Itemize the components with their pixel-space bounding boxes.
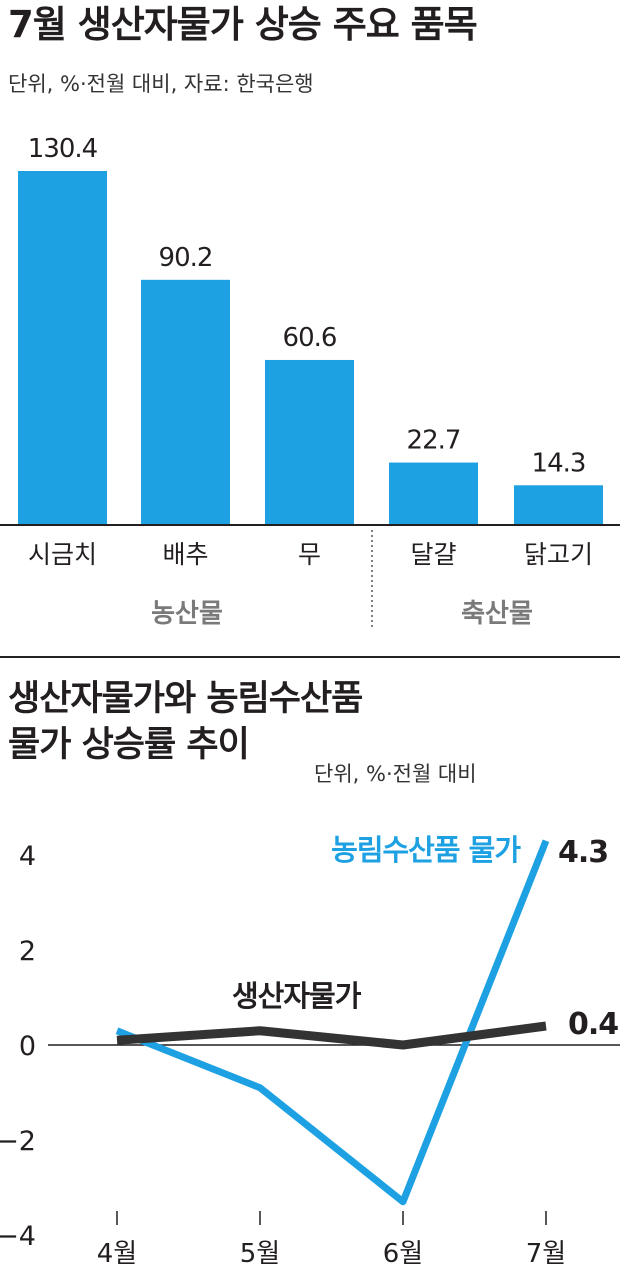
y-tick-label: 0 — [19, 1031, 36, 1062]
bar-chart-title: 7월 생산자물가 상승 주요 품목 — [8, 3, 478, 46]
line-chart-title-line2: 물가 상승률 추이 — [8, 725, 250, 765]
y-tick-label: 2 — [19, 936, 36, 967]
section-divider — [0, 656, 620, 658]
line-chart-title: 생산자물가와 농림수산품 물가 상승률 추이 — [8, 676, 363, 768]
bar-value-label: 22.7 — [407, 426, 461, 456]
end-value-label: 0.4 — [568, 1007, 618, 1042]
ppi-line — [116, 1021, 547, 1050]
bar — [389, 462, 478, 524]
group-label: 농산물 — [151, 599, 223, 629]
y-tick-label: −4 — [0, 1221, 36, 1252]
bar — [141, 279, 230, 524]
y-tick-label: 4 — [19, 841, 36, 872]
line-chart-title-line1: 생산자물가와 농림수산품 — [8, 679, 363, 719]
series-label: 농림수산품 물가 — [331, 833, 521, 867]
category-label: 배추 — [162, 540, 208, 569]
bar — [265, 359, 354, 524]
end-value-label: 4.3 — [558, 835, 608, 870]
category-label: 닭고기 — [524, 540, 593, 569]
category-label: 시금치 — [28, 540, 97, 569]
bar-value-label: 90.2 — [159, 243, 213, 273]
y-tick-label: −2 — [0, 1126, 36, 1157]
category-label: 달걀 — [410, 540, 456, 569]
x-tick-label: 4월 — [97, 1239, 137, 1269]
bar — [514, 485, 603, 524]
x-tick-label: 5월 — [240, 1239, 280, 1269]
line-chart-unit-note: 단위, %·전월 대비 — [314, 762, 477, 786]
bar-value-label: 14.3 — [532, 448, 586, 478]
x-tick-label: 6월 — [383, 1239, 423, 1269]
category-label: 무 — [298, 540, 321, 569]
bar-chart-unit-note: 단위, %·전월 대비, 자료: 한국은행 — [8, 72, 314, 96]
bar — [18, 171, 107, 524]
bar-value-label: 130.4 — [28, 134, 98, 164]
series-label: 생산자물가 — [232, 979, 362, 1013]
group-label: 축산물 — [461, 599, 533, 629]
x-tick-label: 7월 — [526, 1239, 566, 1269]
agri-price-line — [115, 839, 550, 1206]
bar-value-label: 60.6 — [283, 323, 337, 353]
